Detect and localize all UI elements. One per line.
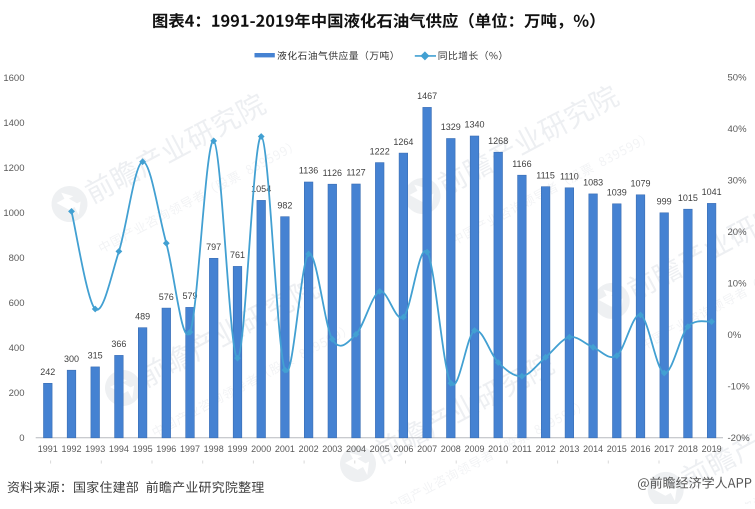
svg-text:982: 982 [277,200,292,210]
svg-text:1992: 1992 [61,444,81,454]
svg-text:2008: 2008 [441,444,461,454]
svg-text:2016: 2016 [630,444,650,454]
svg-text:1400: 1400 [3,118,24,129]
svg-text:200: 200 [9,388,25,399]
svg-text:2009: 2009 [464,444,484,454]
svg-text:2007: 2007 [417,444,437,454]
svg-text:2019: 2019 [702,444,722,454]
svg-text:40%: 40% [728,124,748,135]
svg-text:1340: 1340 [464,120,484,130]
svg-text:1991: 1991 [38,444,58,454]
svg-text:1264: 1264 [393,137,413,147]
svg-text:0%: 0% [728,330,742,341]
svg-text:1995: 1995 [133,444,153,454]
svg-text:1998: 1998 [204,444,224,454]
svg-text:2002: 2002 [299,444,319,454]
svg-text:2013: 2013 [559,444,579,454]
svg-text:50%: 50% [728,73,748,84]
svg-text:576: 576 [159,292,174,302]
svg-text:1600: 1600 [3,73,24,84]
svg-text:1166: 1166 [512,159,531,169]
svg-text:600: 600 [9,298,25,309]
svg-text:2017: 2017 [654,444,674,454]
svg-text:2004: 2004 [346,444,366,454]
svg-text:1997: 1997 [180,444,200,454]
svg-text:1222: 1222 [370,146,390,156]
svg-text:761: 761 [230,250,245,260]
svg-text:2011: 2011 [512,444,531,454]
svg-text:2012: 2012 [536,444,556,454]
svg-text:999: 999 [657,197,672,207]
svg-text:579: 579 [182,291,197,301]
svg-text:366: 366 [111,339,126,349]
svg-text:20%: 20% [728,227,748,238]
svg-text:1467: 1467 [417,91,437,101]
svg-text:2001: 2001 [275,444,295,454]
svg-text:1041: 1041 [702,187,722,197]
svg-text:2005: 2005 [370,444,390,454]
svg-text:2010: 2010 [488,444,508,454]
svg-text:315: 315 [88,351,103,361]
svg-text:1996: 1996 [156,444,176,454]
svg-text:2006: 2006 [393,444,413,454]
svg-text:1999: 1999 [227,444,247,454]
svg-text:1127: 1127 [346,168,365,178]
svg-text:1126: 1126 [323,168,342,178]
svg-text:10%: 10% [728,279,748,290]
svg-text:2000: 2000 [251,444,271,454]
svg-text:242: 242 [40,367,55,377]
svg-text:-10%: -10% [728,382,751,393]
svg-text:1115: 1115 [536,170,555,180]
svg-text:1329: 1329 [441,122,461,132]
svg-text:2014: 2014 [583,444,603,454]
svg-text:2015: 2015 [607,444,627,454]
svg-text:1000: 1000 [3,208,24,219]
svg-text:1994: 1994 [109,444,129,454]
svg-text:1079: 1079 [630,179,650,189]
svg-text:489: 489 [135,311,150,321]
svg-text:1268: 1268 [488,136,508,146]
svg-text:0: 0 [19,433,24,444]
svg-text:800: 800 [9,253,25,264]
svg-text:30%: 30% [728,176,748,187]
svg-text:2003: 2003 [322,444,342,454]
svg-text:1110: 1110 [560,172,579,182]
svg-text:1054: 1054 [251,184,271,194]
svg-text:1200: 1200 [3,163,24,174]
svg-text:1993: 1993 [85,444,105,454]
svg-text:400: 400 [9,343,25,354]
svg-text:1083: 1083 [583,178,603,188]
svg-text:1039: 1039 [607,188,627,198]
svg-text:1136: 1136 [299,166,318,176]
svg-text:1015: 1015 [678,193,698,203]
svg-text:2018: 2018 [678,444,698,454]
svg-text:797: 797 [206,242,221,252]
svg-text:300: 300 [64,354,79,364]
svg-text:-20%: -20% [728,433,751,444]
